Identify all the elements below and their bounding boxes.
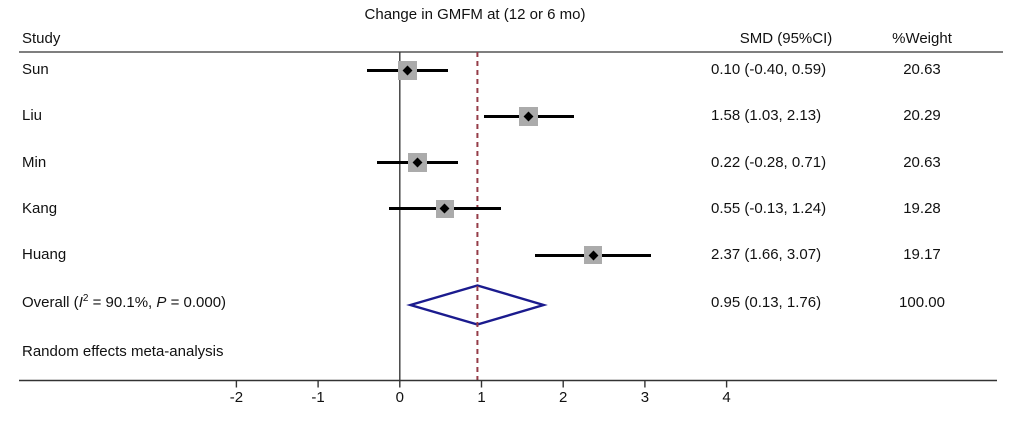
overall-weight-value: 100.00	[899, 294, 945, 311]
overall-label: Overall (I2 = 90.1%, P = 0.000)	[22, 293, 227, 312]
weight-value: 20.63	[903, 61, 941, 78]
weight-value: 19.17	[903, 246, 941, 264]
weight-value: 19.28	[903, 199, 941, 217]
chart-title: Change in GMFM at (12 or 6 mo)	[364, 6, 586, 23]
x-axis-tick-label: 4	[722, 389, 731, 406]
x-axis-tick-label: 2	[559, 389, 568, 406]
column-header-weight: %Weight	[892, 30, 952, 47]
smd-ci-value: 0.55 (-0.13, 1.24)	[711, 199, 827, 217]
smd-ci-value: 0.10 (-0.40, 0.59)	[711, 61, 827, 78]
study-label: Sun	[22, 61, 49, 78]
study-label: Huang	[22, 246, 67, 264]
x-axis-tick-label: 0	[395, 389, 404, 406]
weight-value: 20.63	[903, 153, 941, 171]
overall-smd-value: 0.95 (0.13, 1.76)	[711, 294, 822, 311]
x-axis-tick-label: 3	[640, 389, 650, 406]
x-axis-tick-label: -1	[311, 389, 325, 406]
x-axis-tick-label: 1	[477, 389, 486, 406]
column-header-smd: SMD (95%CI)	[739, 30, 833, 47]
study-label: Kang	[22, 199, 58, 217]
weight-value: 20.29	[903, 107, 941, 125]
smd-ci-value: 0.22 (-0.28, 0.71)	[711, 153, 827, 171]
smd-ci-value: 1.58 (1.03, 2.13)	[711, 107, 822, 125]
model-note: Random effects meta-analysis	[22, 343, 224, 360]
smd-ci-value: 2.37 (1.66, 3.07)	[711, 246, 822, 264]
column-header-study: Study	[22, 30, 61, 47]
study-label: Liu	[22, 107, 43, 125]
x-axis-tick-label: -2	[229, 389, 244, 406]
study-label: Min	[22, 153, 47, 171]
